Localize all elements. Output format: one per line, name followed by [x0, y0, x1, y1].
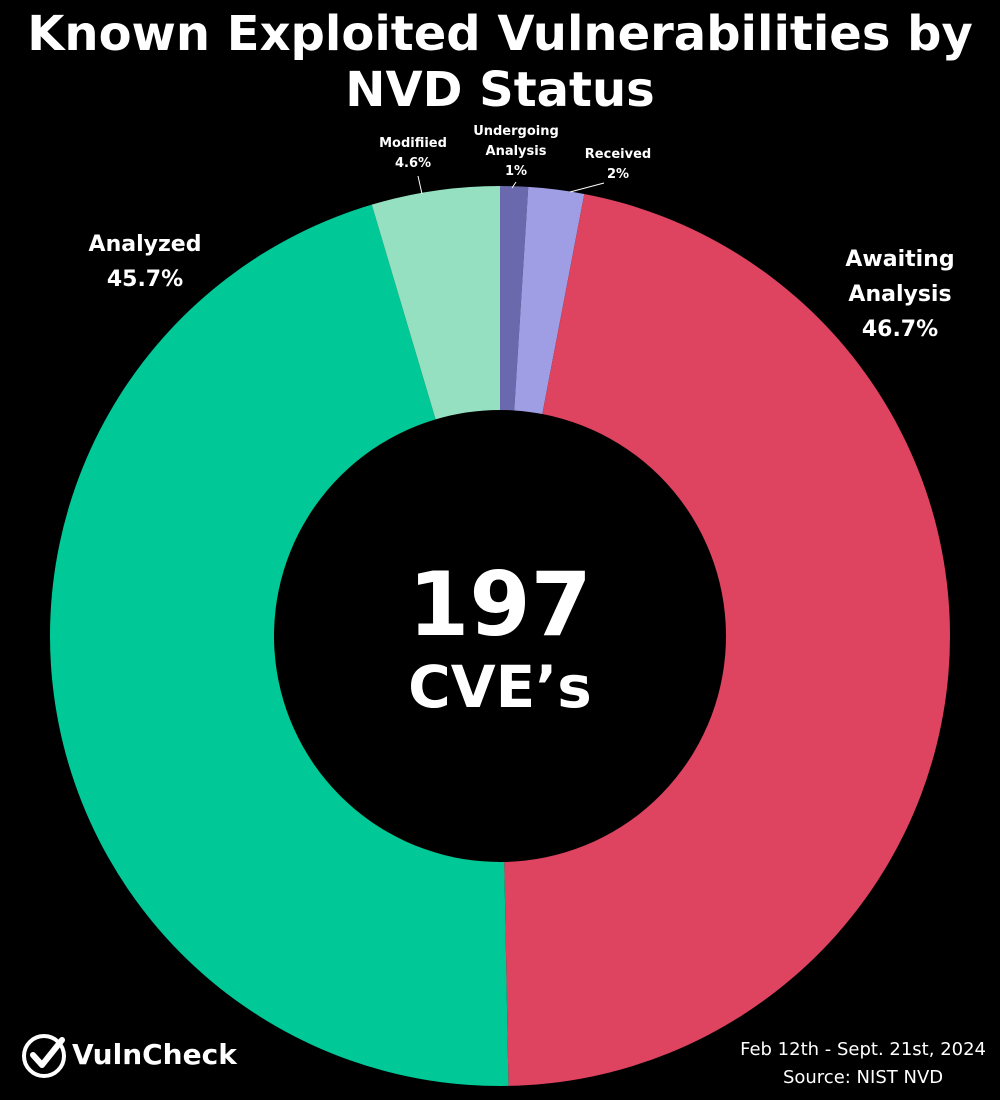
slice-value-label: 45.7% [106, 267, 184, 292]
leader-line [511, 181, 517, 189]
slice-label: Modifiied [379, 136, 447, 151]
center-label: CVE’s [408, 653, 592, 721]
date-range: Feb 12th - Sept. 21st, 2024 [740, 1039, 986, 1060]
chart-title: Known Exploited Vulnerabilities by NVD S… [27, 6, 973, 118]
donut-slice [504, 193, 950, 1086]
slice-value-label: 46.7% [861, 317, 939, 342]
center-text: 197 CVE’s [300, 553, 700, 721]
brand: VulnCheck [72, 1038, 237, 1071]
donut-slice [49, 204, 509, 1087]
slice-label: Analyzed [88, 232, 202, 257]
footer: Feb 12th - Sept. 21st, 2024 Source: NIST… [740, 1036, 986, 1092]
slice-label: Received [584, 147, 652, 162]
source: Source: NIST NVD [782, 1067, 944, 1088]
slice-label: Awaiting Analysis [845, 247, 955, 307]
slice-value-label: 4.6% [394, 156, 432, 171]
center-value: 197 [408, 553, 592, 656]
donut-slice [514, 186, 585, 415]
leader-line [569, 182, 605, 193]
leader-line [417, 175, 423, 195]
donut-slice [371, 186, 500, 420]
slice-label: Undergoing Analysis [473, 124, 559, 159]
donut-slice [500, 186, 529, 411]
slice-value-label: 2% [606, 167, 630, 182]
logo-icon [22, 1034, 66, 1078]
slice-value-label: 1% [504, 164, 528, 179]
